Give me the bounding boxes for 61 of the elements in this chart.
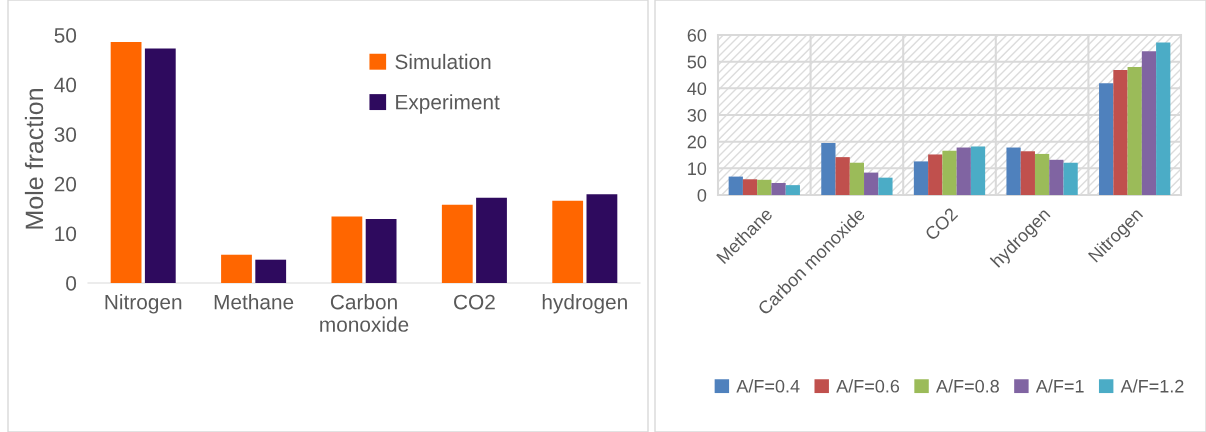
bar	[552, 200, 584, 283]
y-tick-label: 20	[687, 135, 707, 149]
x-tick-label: Carbon monoxide	[320, 294, 409, 332]
y-tick-label: 10	[688, 162, 707, 176]
bar	[821, 143, 836, 195]
bar	[878, 177, 893, 195]
y-tick-label: 30	[687, 108, 707, 122]
bar	[1006, 147, 1021, 195]
y-tick-label: 30	[54, 127, 77, 142]
bar	[1113, 69, 1128, 195]
bar	[913, 161, 929, 195]
bar	[441, 204, 473, 283]
bar	[757, 179, 772, 195]
bar	[728, 176, 743, 195]
bar	[1141, 51, 1157, 195]
bar	[331, 216, 363, 283]
bar	[849, 162, 865, 195]
y-tick-label: 60	[687, 28, 707, 42]
y-tick-label: 50	[54, 28, 77, 43]
y-axis-title: Mole fraction	[24, 89, 44, 229]
bar	[970, 146, 986, 195]
legend-label: A/F=0.6	[836, 379, 900, 393]
bar	[742, 179, 758, 195]
bar	[1020, 151, 1035, 195]
bar	[1063, 162, 1078, 195]
legend-label: Simulation	[395, 53, 491, 70]
bar	[586, 194, 618, 283]
bar	[144, 48, 176, 283]
y-tick-label: 10	[55, 226, 77, 242]
legend-label: A/F=1	[1035, 379, 1084, 393]
bar	[255, 259, 287, 283]
bar	[1127, 67, 1142, 195]
bar	[864, 172, 879, 195]
bar	[928, 154, 943, 195]
bar	[476, 197, 507, 283]
y-tick-label: 0	[66, 276, 77, 291]
bar	[956, 147, 971, 195]
x-tick-label: Nitrogen	[105, 294, 182, 314]
y-tick-label: 40	[687, 82, 707, 96]
bar	[835, 157, 850, 195]
legend-label: A/F=0.8	[936, 379, 999, 393]
bar	[1156, 42, 1171, 195]
y-tick-label: 20	[54, 176, 77, 192]
bar	[942, 150, 957, 195]
legend-label: A/F=1.2	[1120, 379, 1184, 393]
bar	[1034, 153, 1050, 195]
bar	[1049, 159, 1064, 195]
bar	[110, 41, 142, 283]
bar	[1099, 83, 1114, 195]
x-tick-label: CO2	[454, 294, 495, 310]
y-tick-label: 0	[697, 188, 707, 202]
bar	[785, 185, 800, 195]
y-tick-label: 50	[687, 55, 707, 69]
bar	[771, 183, 786, 195]
x-tick-label: Methane	[214, 294, 294, 310]
legend-label: Experiment	[396, 94, 500, 114]
x-tick-label: hydrogen	[542, 294, 627, 314]
bar	[365, 219, 397, 283]
bar	[221, 254, 252, 283]
legend-label: A/F=0.4	[736, 379, 800, 393]
y-tick-label: 40	[54, 77, 77, 93]
